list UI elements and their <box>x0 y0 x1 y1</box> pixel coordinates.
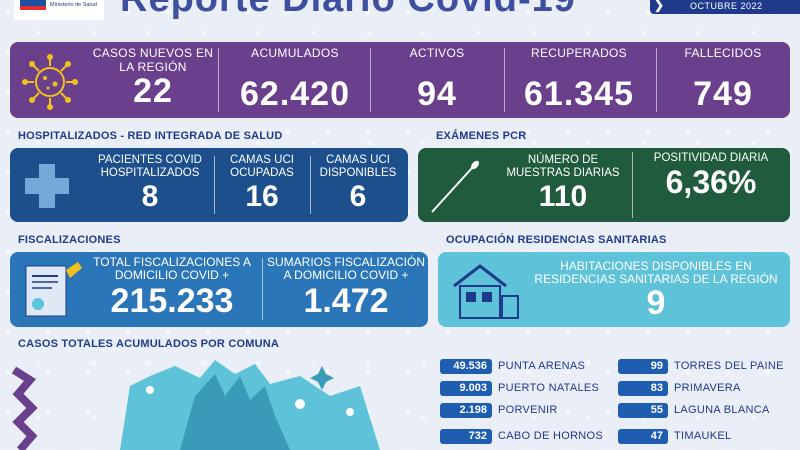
cell-label: HABITACIONES DISPONIBLES EN RESIDENCIAS … <box>534 259 778 286</box>
cross-icon <box>25 164 69 208</box>
comuna-cases: 55 <box>618 402 668 418</box>
stat-value: 94 <box>417 75 457 113</box>
stat-new-cases: CASOS NUEVOS EN LA REGIÓN 22 <box>88 46 218 108</box>
section-title-fiscal: FISCALIZACIONES <box>18 234 121 246</box>
comuna-name: PUNTA ARENAS <box>498 360 586 372</box>
comuna-cases: 99 <box>618 358 668 374</box>
cell-value: 6,36% <box>665 164 757 200</box>
comuna-cases: 2.198 <box>440 402 492 418</box>
hospital-panel: PACIENTES COVID HOSPITALIZADOS 8 CAMAS U… <box>10 148 408 222</box>
comuna-name: TORRES DEL PAINE <box>674 360 784 372</box>
comuna-cases: 732 <box>440 428 492 444</box>
section-title-residencias: OCUPACIÓN RESIDENCIAS SANITARIAS <box>446 234 667 246</box>
stat-label: ACUMULADOS <box>251 46 339 60</box>
stat-value: 749 <box>693 75 753 113</box>
list-item: 47 TIMAUKEL <box>618 428 731 444</box>
logo-text: Ministerio de Salud <box>50 2 97 8</box>
hosp-patients: PACIENTES COVID HOSPITALIZADOS 8 <box>88 154 212 214</box>
stat-value: 62.420 <box>240 75 350 113</box>
cell-label: CAMAS UCI DISPONIBLES <box>319 154 397 179</box>
divider <box>218 48 219 112</box>
comuna-name: PUERTO NATALES <box>498 382 600 394</box>
comuna-name: PRIMAVERA <box>674 382 741 394</box>
divider <box>310 156 311 214</box>
summary-bar: CASOS NUEVOS EN LA REGIÓN 22 ACUMULADOS … <box>10 42 790 118</box>
fiscal-sumarios: SUMARIOS FISCALIZACIÓN A DOMICILIO COVID… <box>266 255 426 321</box>
cell-label: POSITIVIDAD DIARIA <box>653 152 769 164</box>
mountains-icon <box>11 360 380 450</box>
cell-value: 16 <box>245 180 279 213</box>
stat-label: FALLECIDOS <box>684 46 762 60</box>
divider <box>262 258 263 320</box>
divider <box>370 48 371 112</box>
comuna-cases: 83 <box>618 380 668 396</box>
divider <box>214 156 215 214</box>
cell-value: 215.233 <box>110 282 234 320</box>
page-title: Reporte Diario Covid-19 <box>120 0 576 21</box>
virus-icon <box>22 54 78 110</box>
cell-value: 1.472 <box>303 282 389 320</box>
stat-label: ACTIVOS <box>409 46 465 60</box>
list-item: 732 CABO DE HORNOS <box>440 428 603 444</box>
divider <box>656 48 657 112</box>
comuna-name: CABO DE HORNOS <box>498 430 604 442</box>
pcr-samples: NÚMERO DE MUESTRAS DIARIAS 110 <box>498 154 628 214</box>
list-item: 99 TORRES DEL PAINE <box>618 358 784 374</box>
report-date: OCTUBRE 2022 <box>690 1 763 11</box>
divider <box>504 48 505 112</box>
swab-icon <box>431 160 480 213</box>
comuna-name: LAGUNA BLANCA <box>674 404 770 416</box>
stat-recovered: RECUPERADOS 61.345 <box>504 46 654 114</box>
cell-value: 9 <box>646 284 666 322</box>
house-icon <box>453 264 519 319</box>
cell-label: SUMARIOS FISCALIZACIÓN A DOMICILIO COVID… <box>266 255 426 282</box>
comunas-list: 49.536 PUNTA ARENAS 9.003 PUERTO NATALES… <box>438 356 798 450</box>
cell-value: 110 <box>538 180 588 213</box>
section-title-hospital: HOSPITALIZADOS - RED INTEGRADA DE SALUD <box>18 130 283 142</box>
pcr-panel: NÚMERO DE MUESTRAS DIARIAS 110 POSITIVID… <box>418 148 790 222</box>
comuna-cases: 49.536 <box>440 358 492 374</box>
chevron-icon: ❯ <box>654 0 665 12</box>
list-item: 49.536 PUNTA ARENAS <box>440 358 585 374</box>
fiscal-panel: TOTAL FISCALIZACIONES A DOMICILIO COVID … <box>10 252 428 327</box>
section-title-pcr: EXÁMENES PCR <box>436 130 527 142</box>
stat-accumulated: ACUMULADOS 62.420 <box>220 46 370 114</box>
stat-active: ACTIVOS 94 <box>372 46 502 114</box>
comuna-name: TIMAUKEL <box>674 430 732 442</box>
cell-label: PACIENTES COVID HOSPITALIZADOS <box>98 154 202 179</box>
residencias-available: HABITACIONES DISPONIBLES EN RESIDENCIAS … <box>528 259 784 322</box>
flag-red <box>20 6 46 10</box>
stat-label: CASOS NUEVOS EN LA REGIÓN <box>92 46 214 74</box>
cell-label: TOTAL FISCALIZACIONES A DOMICILIO COVID … <box>93 255 251 282</box>
flag-blue <box>20 0 46 6</box>
stat-value: 61.345 <box>524 75 634 113</box>
document-icon <box>25 262 82 317</box>
cell-label: NÚMERO DE MUESTRAS DIARIAS <box>506 154 620 179</box>
cell-value: 6 <box>349 180 367 213</box>
ministry-logo: Ministerio de Salud <box>14 0 104 20</box>
hosp-uci-available: CAMAS UCI DISPONIBLES 6 <box>312 154 404 214</box>
pcr-positivity: POSITIVIDAD DIARIA 6,36% <box>636 152 786 199</box>
residencias-panel: HABITACIONES DISPONIBLES EN RESIDENCIAS … <box>438 252 790 327</box>
stat-value: 22 <box>133 72 173 110</box>
section-title-comunas: CASOS TOTALES ACUMULADOS POR COMUNA <box>18 338 280 350</box>
cell-value: 8 <box>141 180 159 213</box>
comuna-name: PORVENIR <box>498 404 558 416</box>
divider <box>632 152 633 218</box>
list-item: 83 PRIMAVERA <box>618 380 741 396</box>
hosp-uci-occupied: CAMAS UCI OCUPADAS 16 <box>216 154 308 214</box>
list-item: 9.003 PUERTO NATALES <box>440 380 599 396</box>
cell-label: CAMAS UCI OCUPADAS <box>230 154 294 179</box>
comuna-cases: 9.003 <box>440 380 492 396</box>
stat-label: RECUPERADOS <box>531 46 627 60</box>
comuna-cases: 47 <box>618 428 668 444</box>
fiscal-total: TOTAL FISCALIZACIONES A DOMICILIO COVID … <box>88 255 256 321</box>
date-badge: ❯ OCTUBRE 2022 <box>650 0 800 14</box>
stat-deaths: FALLECIDOS 749 <box>658 46 788 114</box>
list-item: 2.198 PORVENIR <box>440 402 558 418</box>
list-item: 55 LAGUNA BLANCA <box>618 402 770 418</box>
